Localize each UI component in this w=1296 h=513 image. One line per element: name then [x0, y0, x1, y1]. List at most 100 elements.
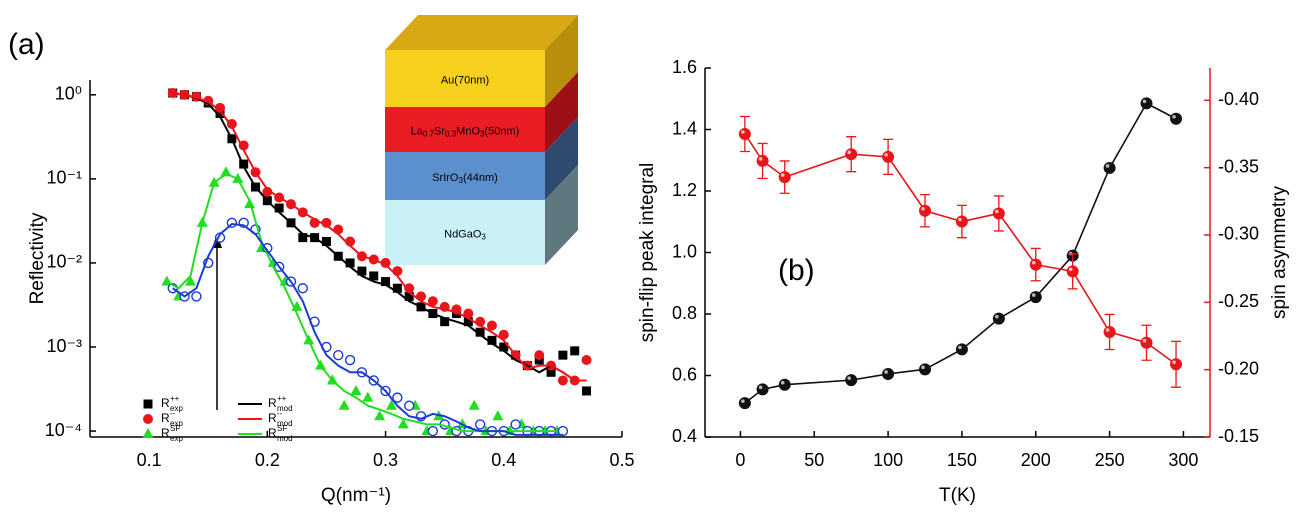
marker-highlight	[847, 150, 851, 154]
marker-highlight	[884, 153, 888, 157]
marker-sphere	[778, 171, 791, 184]
layer-label-sub: 0.3	[445, 130, 457, 139]
y-tick-label: 1.2	[672, 180, 697, 200]
legend-label: R	[268, 396, 277, 410]
marker-open-circle	[510, 419, 521, 430]
marker-sphere	[1066, 265, 1079, 278]
legend-label-sub: exp	[170, 419, 183, 428]
marker-circle	[486, 320, 497, 331]
y2-tick-label: -0.40	[1218, 89, 1259, 109]
legend-label: R	[161, 426, 170, 440]
marker-circle	[416, 291, 427, 302]
legend-label-sub: exp	[170, 434, 183, 443]
marker-sphere	[882, 150, 895, 163]
marker-open-circle	[344, 354, 356, 366]
marker-sphere	[1029, 291, 1042, 304]
layer-label-part: (50nm)	[484, 125, 519, 137]
panel-label: (a)	[8, 28, 45, 61]
y2-axis-title: spin asymmetry	[1269, 185, 1290, 319]
marker-square	[321, 236, 331, 246]
marker-square	[357, 266, 367, 276]
marker-sphere	[992, 207, 1005, 220]
y2-tick-label: -0.35	[1218, 156, 1259, 176]
layer-side	[545, 117, 578, 200]
layer-front	[385, 200, 545, 265]
y-tick-label: 1.0	[672, 241, 697, 261]
x-tick-label: 0.2	[255, 450, 280, 470]
marker-open-circle	[392, 392, 403, 403]
marker-sphere	[1103, 161, 1116, 174]
layer-side	[545, 15, 578, 107]
legend-label-sub: mod	[277, 434, 293, 443]
marker-highlight	[1068, 267, 1073, 272]
marker-sphere	[756, 154, 769, 167]
x-tick-label: 300	[1168, 450, 1198, 470]
legend-label-sup: SF	[170, 424, 180, 433]
marker-sphere	[756, 383, 769, 396]
marker-square	[475, 327, 485, 337]
layer-label-sub: 3	[458, 176, 463, 185]
legend-label-sub: exp	[170, 404, 183, 413]
y-tick-label: 10⁻²	[46, 252, 82, 272]
layer-label-part: NdGaO	[444, 228, 482, 240]
marker-sphere	[1170, 112, 1183, 125]
marker-circle	[498, 329, 509, 340]
layer-label: NdGaO3	[444, 228, 486, 241]
y-tick-label: 10⁻⁴	[45, 420, 82, 440]
layer-label-part: (44nm)	[463, 172, 498, 184]
marker-highlight	[995, 314, 999, 319]
marker-highlight	[1105, 164, 1110, 168]
marker-highlight	[758, 385, 763, 390]
marker-highlight	[1105, 328, 1110, 332]
marker-triangle	[468, 399, 480, 410]
layer-front	[385, 107, 545, 152]
marker-highlight	[758, 157, 763, 161]
y-tick-label: 0.4	[672, 426, 697, 446]
marker-sphere	[919, 204, 932, 217]
x-tick-label: 200	[1021, 450, 1051, 470]
marker-highlight	[847, 376, 851, 380]
marker-sphere	[919, 363, 932, 376]
y-tick-label: 0.8	[672, 303, 697, 323]
marker-sphere	[1029, 258, 1042, 271]
layer-label-part: Sr	[434, 125, 445, 137]
marker-square	[570, 346, 580, 356]
marker-square	[298, 233, 308, 243]
marker-highlight	[921, 206, 925, 211]
marker-circle	[557, 375, 568, 386]
marker-triangle	[385, 399, 397, 410]
marker-highlight	[1031, 260, 1036, 265]
marker-highlight	[780, 173, 785, 177]
layer-side	[545, 72, 578, 152]
y-tick-label: 0.6	[672, 364, 697, 384]
x-axis-title: Q(nm⁻¹)	[321, 485, 391, 506]
marker-triangle	[362, 391, 374, 402]
y-tick-label: 10⁻¹	[46, 168, 82, 188]
model-line	[172, 223, 563, 436]
panel-label: (b)	[778, 254, 815, 287]
layer-label: SrIrO3(44nm)	[432, 172, 498, 185]
legend-label-sup: --	[170, 409, 176, 418]
model-line	[172, 92, 587, 382]
marker-highlight	[1031, 293, 1036, 297]
marker-triangle	[492, 410, 504, 421]
layer-front	[385, 152, 545, 200]
marker-open-circle	[404, 400, 415, 411]
marker-sphere	[1140, 97, 1153, 110]
legend-label: R	[268, 426, 277, 440]
legend-label-sup: ++	[170, 394, 180, 403]
x-tick-label: 100	[873, 450, 903, 470]
marker-square	[440, 317, 450, 327]
marker-square	[558, 350, 568, 360]
marker-triangle	[142, 428, 154, 438]
layer-label-part: La	[411, 125, 424, 137]
y2-tick-label: -0.25	[1218, 291, 1259, 311]
layer-label: Au(70nm)	[441, 74, 489, 86]
marker-circle	[380, 257, 391, 268]
marker-triangle	[220, 166, 232, 177]
marker-square	[369, 271, 379, 281]
marker-square	[392, 283, 402, 293]
marker-sphere	[992, 312, 1005, 325]
marker-triangle	[350, 384, 362, 395]
